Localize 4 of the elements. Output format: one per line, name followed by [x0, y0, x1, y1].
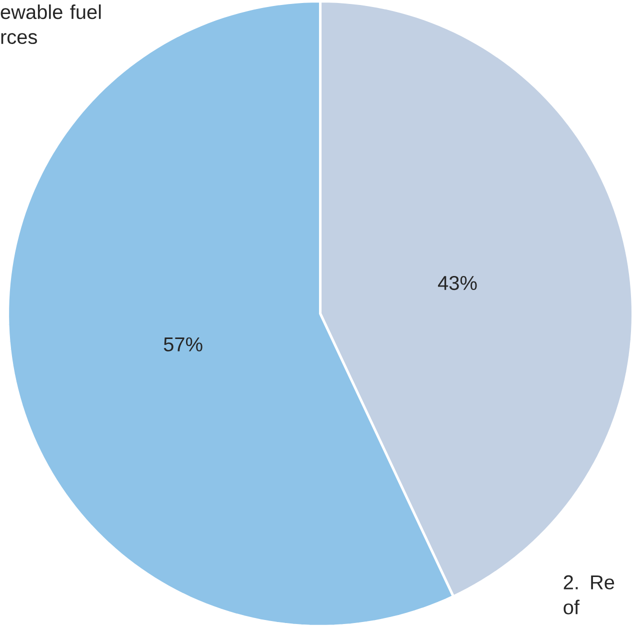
data-label: 43% — [438, 276, 477, 290]
slice-label: 2. Re of — [564, 575, 614, 614]
slice-label: ewable fuel rces — [0, 4, 101, 44]
data-label: 57% — [164, 337, 202, 352]
